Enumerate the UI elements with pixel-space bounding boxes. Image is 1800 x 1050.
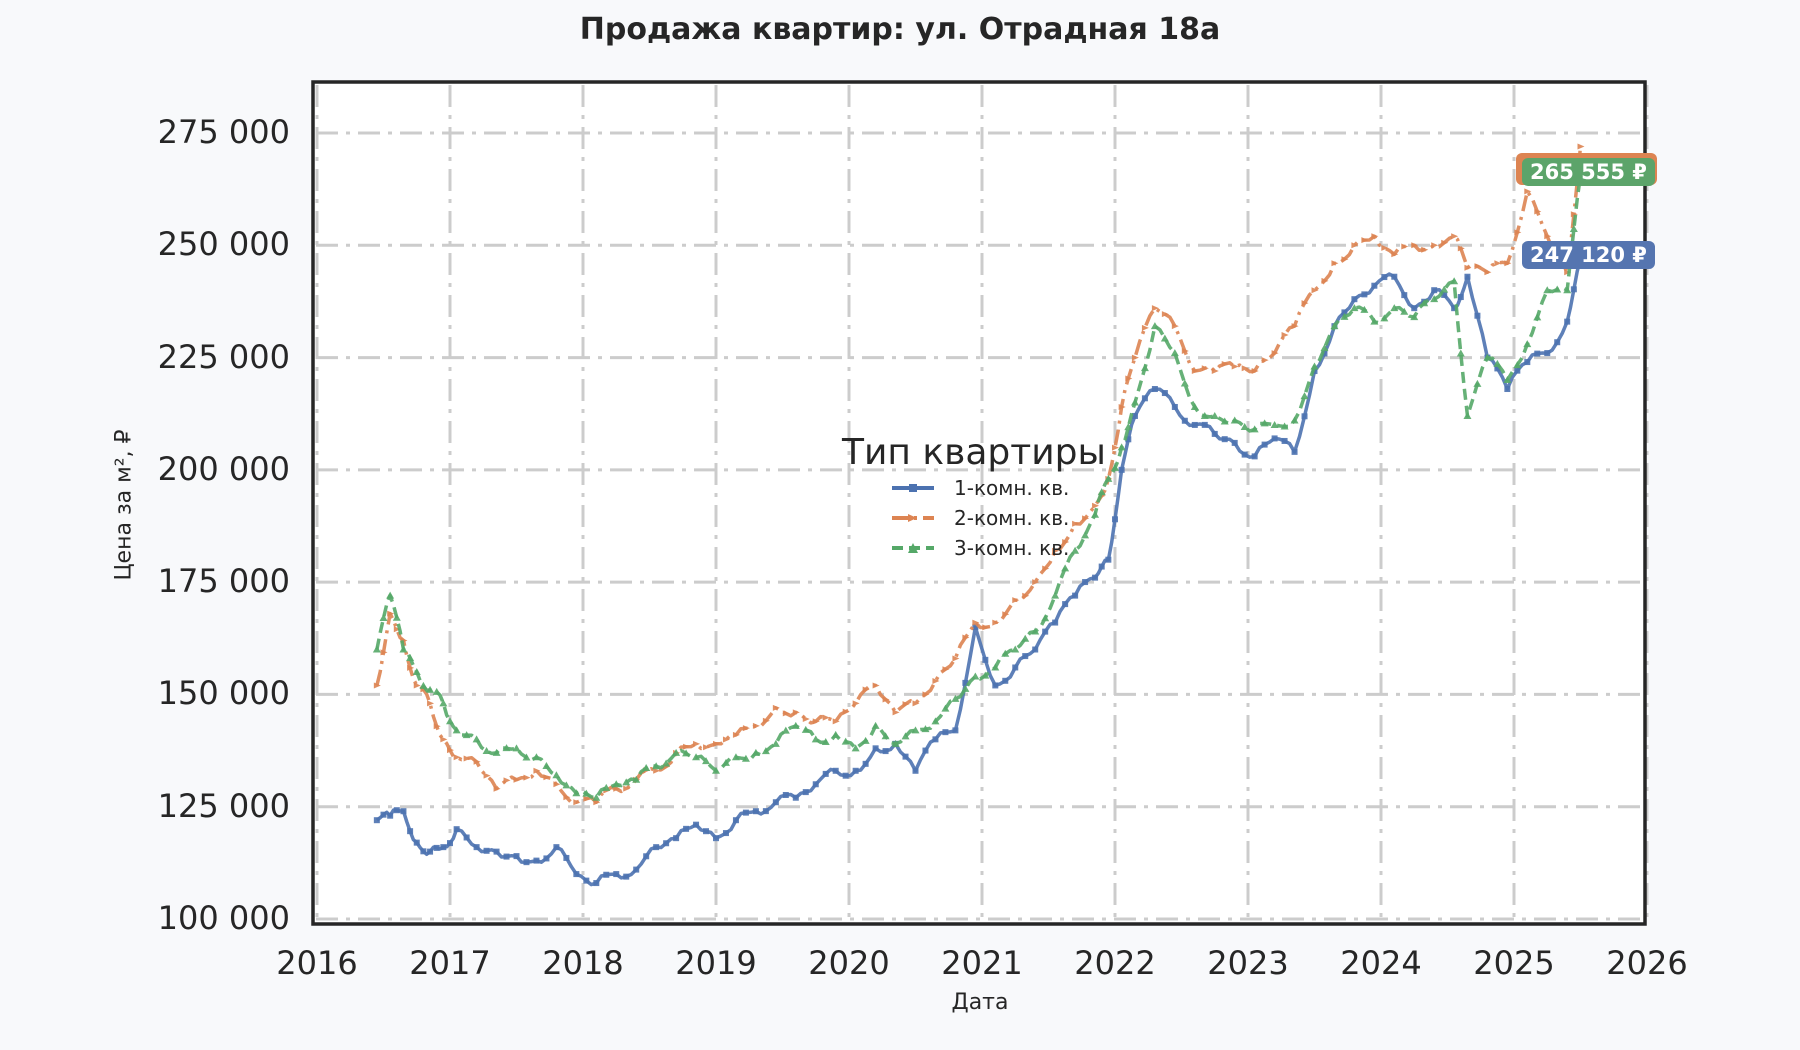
legend-item-3room: 3-комн. кв. [890,533,1106,563]
data-series [372,143,1585,887]
legend-label: 3-комн. кв. [954,536,1070,560]
y-axis-label: Цена за м², ₽ [111,429,137,581]
grid-lines [315,85,1649,921]
y-tick-label: 250 000 [157,225,290,264]
y-tick-label: 175 000 [157,562,290,601]
legend-line-solid-icon [892,484,934,492]
y-tick-label: 275 000 [157,113,290,151]
legend-item-1room: 1-комн. кв. [890,473,1106,503]
x-tick-label: 2019 [675,944,757,982]
legend-label: 1-комн. кв. [954,476,1070,500]
annotation-3room-last-price: 265 555 ₽ [1522,158,1655,186]
legend-label: 2-комн. кв. [954,506,1070,530]
axes-frame [311,80,1647,926]
y-tick-label: 200 000 [157,449,290,488]
x-axis-label: Дата [951,990,1009,1015]
annotation-1room-last-price: 247 120 ₽ [1522,241,1655,269]
x-tick-label: 2026 [1606,944,1688,982]
x-tick-label: 2022 [1074,944,1156,982]
x-tick-label: 2023 [1207,944,1289,982]
legend-item-2room: 2-комн. кв. [890,503,1106,533]
series-line [375,175,1583,800]
x-tick-label: 2020 [808,944,890,982]
x-tick-label: 2017 [409,944,491,982]
legend-title: Тип квартиры [842,432,1106,473]
x-tick-label: 2021 [941,944,1023,982]
x-tick-label: 2025 [1473,944,1555,982]
y-tick-label: 100 000 [157,899,290,937]
series-line [375,146,1583,805]
x-tick-label: 2024 [1340,944,1422,982]
chart-title: Продажа квартир: ул. Отрадная 18а [579,12,1221,47]
y-tick-label: 225 000 [157,337,290,376]
x-tick-label: 2018 [542,944,624,982]
x-tick-label: 2016 [276,944,358,982]
axes-background [313,82,1645,924]
legend-line-dashed-icon [892,543,934,553]
legend: Тип квартиры 1-комн. кв. 2-комн. кв. 3-к… [842,432,1106,563]
y-tick-label: 150 000 [157,674,290,713]
legend-line-dashdot-icon [892,514,934,522]
y-tick-label: 125 000 [157,786,290,825]
